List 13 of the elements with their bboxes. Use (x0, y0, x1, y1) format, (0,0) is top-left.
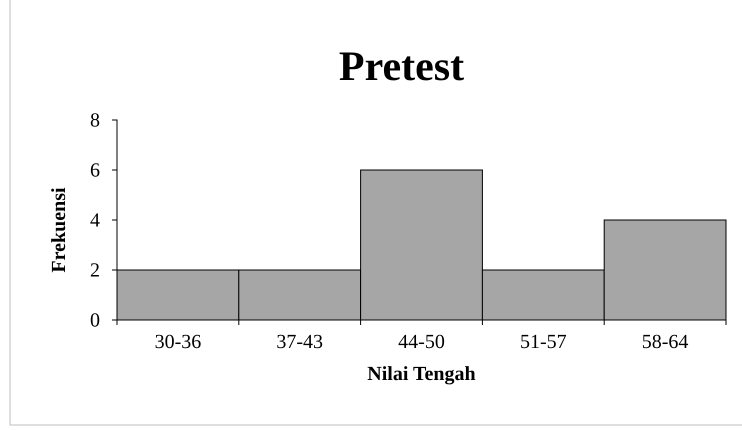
y-axis-title: Frekuensi (48, 186, 70, 273)
x-tick-label: 30-36 (154, 331, 202, 354)
y-tick-label: 4 (90, 209, 100, 232)
y-tick-label: 6 (90, 159, 100, 182)
y-tick-label: 8 (90, 109, 100, 132)
x-tick-label: 44-50 (398, 331, 445, 354)
chart-title: Pretest (338, 44, 464, 90)
y-tick-label: 0 (90, 309, 100, 332)
x-axis-title: Nilai Tengah (367, 363, 476, 385)
x-tick-label: 37-43 (276, 331, 324, 354)
x-tick-label: 51-57 (520, 331, 567, 354)
x-tick-label: 58-64 (642, 331, 688, 354)
y-tick-label: 2 (90, 259, 100, 282)
